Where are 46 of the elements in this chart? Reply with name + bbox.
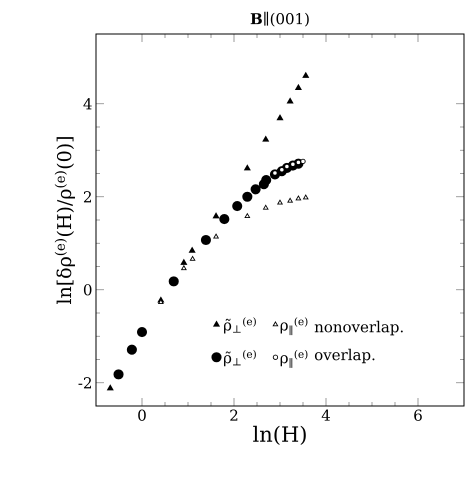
point	[190, 256, 196, 261]
point	[126, 344, 137, 355]
x-tick-label: 0	[138, 410, 146, 421]
point	[180, 259, 188, 265]
x-axis-title: ln(H)	[253, 426, 306, 445]
point	[263, 204, 268, 210]
point	[168, 276, 179, 286]
legend-label: ρ$_{∥}$(e)	[280, 317, 308, 336]
y-tick-label: 0	[84, 284, 92, 296]
point	[244, 164, 251, 170]
point	[113, 369, 124, 380]
legend-label: ρ̃$_{⊥}$(e)	[224, 350, 256, 366]
point	[277, 200, 283, 205]
point	[276, 114, 284, 120]
point	[136, 327, 148, 338]
annotation: nonoverlap.	[314, 320, 403, 336]
point	[212, 212, 220, 218]
point	[213, 234, 219, 238]
y-axis-title: ln[δρ$^{(e)}$(H)/ρ$^{(e)}$(0)]	[54, 137, 75, 304]
point	[188, 247, 196, 253]
y-tick-label: 4	[83, 98, 92, 110]
point	[219, 214, 230, 224]
point	[107, 384, 114, 390]
point	[181, 265, 187, 270]
annotation: overlap.	[314, 348, 374, 364]
x-tick-label: 6	[414, 410, 422, 421]
point	[244, 213, 250, 218]
point	[303, 194, 308, 200]
x-tick-label: 4	[322, 410, 330, 421]
point	[287, 198, 293, 203]
point	[296, 196, 302, 200]
y-tick-label: 2	[84, 191, 91, 202]
point	[302, 72, 309, 78]
chart-title: B∥(001)	[250, 12, 309, 26]
point	[295, 84, 302, 90]
point	[232, 201, 242, 212]
x-tick-label: 2	[230, 410, 238, 421]
y-tick-label: -2	[78, 377, 91, 388]
point	[242, 192, 252, 202]
point	[286, 98, 294, 104]
point	[261, 174, 272, 186]
legend-label: ρ$_{∥}$(e)	[280, 350, 308, 368]
point	[200, 234, 211, 246]
point	[262, 136, 269, 142]
legend-label: ρ̃$_{⊥}$(e)	[224, 317, 256, 334]
point	[250, 184, 261, 194]
